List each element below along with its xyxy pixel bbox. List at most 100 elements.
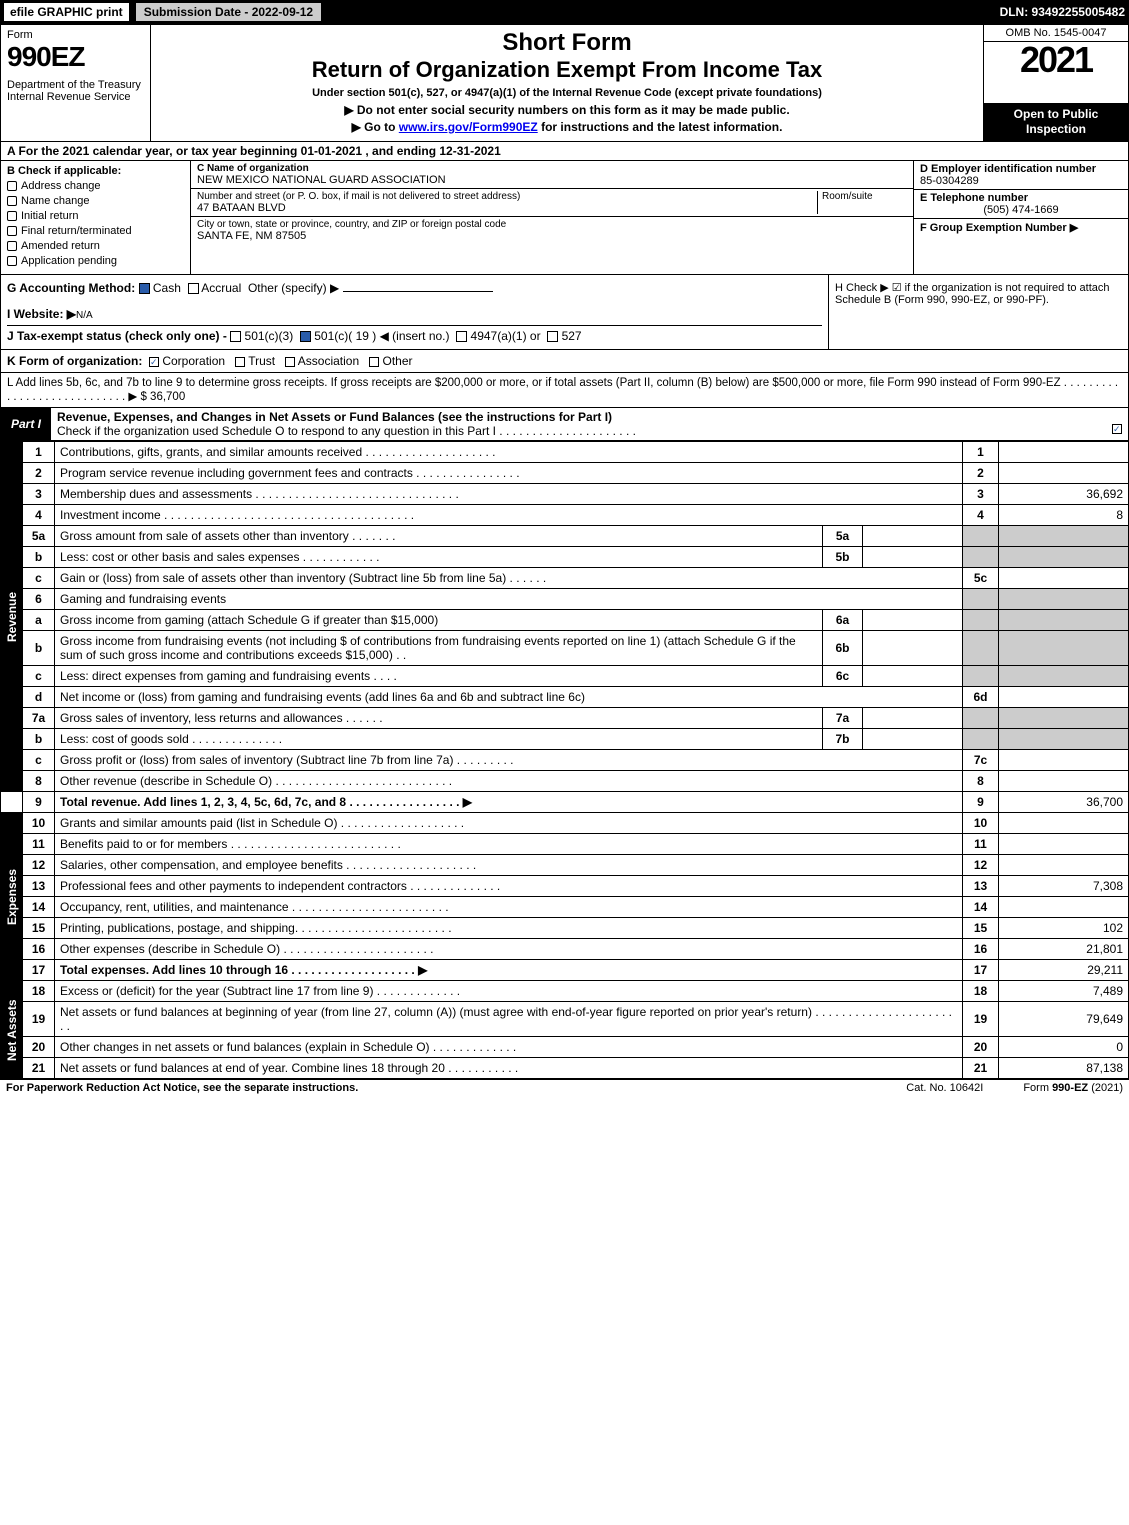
line-amount: 7,489 [999,981,1129,1002]
line-label: Less: direct expenses from gaming and fu… [55,666,823,687]
line-label: Net income or (loss) from gaming and fun… [55,687,963,708]
line-7b-row: b Less: cost of goods sold . . . . . . .… [1,729,1129,750]
checkbox-icon [7,211,17,221]
footer-center: Cat. No. 10642I [906,1082,983,1094]
line-label: Gross amount from sale of assets other t… [55,526,823,547]
checkbox-icon [7,196,17,206]
g-label: G Accounting Method: [7,281,135,295]
line-ref: 18 [963,981,999,1002]
checkbox-association[interactable] [285,357,295,367]
line-6a-row: a Gross income from gaming (attach Sched… [1,610,1129,631]
line-label: Program service revenue including govern… [55,463,963,484]
d-ein-value: 85-0304289 [920,175,1122,187]
checkbox-icon [7,181,17,191]
line-label: Grants and similar amounts paid (list in… [55,813,963,834]
check-initial-return[interactable]: Initial return [7,210,184,222]
line-17-bold: Total expenses. Add lines 10 through 16 … [60,963,427,977]
line-amount: 36,700 [999,792,1129,813]
city-label: City or town, state or province, country… [197,219,907,230]
sub-num: 5b [823,547,863,568]
part-1-table: Revenue 1 Contributions, gifts, grants, … [0,441,1129,1079]
line-label: Other expenses (describe in Schedule O) … [55,939,963,960]
line-ref: 2 [963,463,999,484]
check-amended-return[interactable]: Amended return [7,240,184,252]
line-label: Net assets or fund balances at beginning… [55,1002,963,1037]
line-num: c [23,666,55,687]
line-1-row: Revenue 1 Contributions, gifts, grants, … [1,442,1129,463]
check-final-return[interactable]: Final return/terminated [7,225,184,237]
line-ref: 15 [963,918,999,939]
return-title: Return of Organization Exempt From Incom… [159,57,975,83]
checkbox-trust[interactable] [235,357,245,367]
schedule-o-check[interactable] [1112,424,1122,434]
line-ref: 9 [963,792,999,813]
line-ref: 5c [963,568,999,589]
checkbox-501c3[interactable] [230,331,241,342]
i-website-row: I Website: ▶N/A [7,307,822,321]
shaded-cell [999,526,1129,547]
irs-link[interactable]: www.irs.gov/Form990EZ [399,120,538,134]
line-amount [999,771,1129,792]
line-21-row: 21 Net assets or fund balances at end of… [1,1058,1129,1079]
line-5a-row: 5a Gross amount from sale of assets othe… [1,526,1129,547]
header-right: OMB No. 1545-0047 2021 Open to Public In… [983,25,1128,141]
checkbox-501c[interactable] [300,331,311,342]
line-amount: 87,138 [999,1058,1129,1079]
line-ref: 16 [963,939,999,960]
line-11-row: 11 Benefits paid to or for members . . .… [1,834,1129,855]
line-12-row: 12 Salaries, other compensation, and emp… [1,855,1129,876]
room-label: Room/suite [822,191,907,202]
line-num: 15 [23,918,55,939]
check-name-change[interactable]: Name change [7,195,184,207]
checkbox-accrual[interactable] [188,283,199,294]
l-text: L Add lines 5b, 6c, and 7b to line 9 to … [7,377,1118,403]
line-num: 13 [23,876,55,897]
line-amount: 21,801 [999,939,1129,960]
line-num: 11 [23,834,55,855]
shaded-cell [963,666,999,687]
header-center: Short Form Return of Organization Exempt… [151,25,983,141]
check-address-change[interactable]: Address change [7,180,184,192]
checkbox-corporation[interactable] [149,357,159,367]
line-label: Other changes in net assets or fund bala… [55,1037,963,1058]
sub-num: 6c [823,666,863,687]
col-b-checkboxes: B Check if applicable: Address change Na… [1,161,191,274]
line-6b-row: b Gross income from fundraising events (… [1,631,1129,666]
org-name: NEW MEXICO NATIONAL GUARD ASSOCIATION [197,174,907,186]
line-amount: 7,308 [999,876,1129,897]
line-15-row: 15 Printing, publications, postage, and … [1,918,1129,939]
line-6d-row: d Net income or (loss) from gaming and f… [1,687,1129,708]
line-amount [999,463,1129,484]
checkbox-cash[interactable] [139,283,150,294]
shaded-cell [963,526,999,547]
part-1-header: Part I Revenue, Expenses, and Changes in… [0,408,1129,441]
shaded-cell [963,631,999,666]
line-5b-row: b Less: cost or other basis and sales ex… [1,547,1129,568]
efile-label: efile GRAPHIC print [4,3,129,21]
section-ghij: G Accounting Method: Cash Accrual Other … [0,275,1129,350]
line-7a-row: 7a Gross sales of inventory, less return… [1,708,1129,729]
check-label: Initial return [21,210,78,222]
line-num: 6 [23,589,55,610]
line-ref: 20 [963,1037,999,1058]
line-num: 7a [23,708,55,729]
check-application-pending[interactable]: Application pending [7,255,184,267]
line-num: b [23,631,55,666]
line-amount: 102 [999,918,1129,939]
line-5c-row: c Gain or (loss) from sale of assets oth… [1,568,1129,589]
c-name-label: C Name of organization [197,163,907,174]
checkbox-icon [7,256,17,266]
checkbox-527[interactable] [547,331,558,342]
sub-num: 5a [823,526,863,547]
checkbox-other[interactable] [369,357,379,367]
line-ref: 11 [963,834,999,855]
line-amount: 29,211 [999,960,1129,981]
other-underline [343,291,493,292]
checkbox-4947[interactable] [456,331,467,342]
sub-val [863,666,963,687]
line-4-row: 4 Investment income . . . . . . . . . . … [1,505,1129,526]
col-c-org-info: C Name of organization NEW MEXICO NATION… [191,161,913,274]
part-1-title-text: Revenue, Expenses, and Changes in Net As… [57,410,612,424]
line-amount [999,813,1129,834]
line-label: Less: cost or other basis and sales expe… [55,547,823,568]
